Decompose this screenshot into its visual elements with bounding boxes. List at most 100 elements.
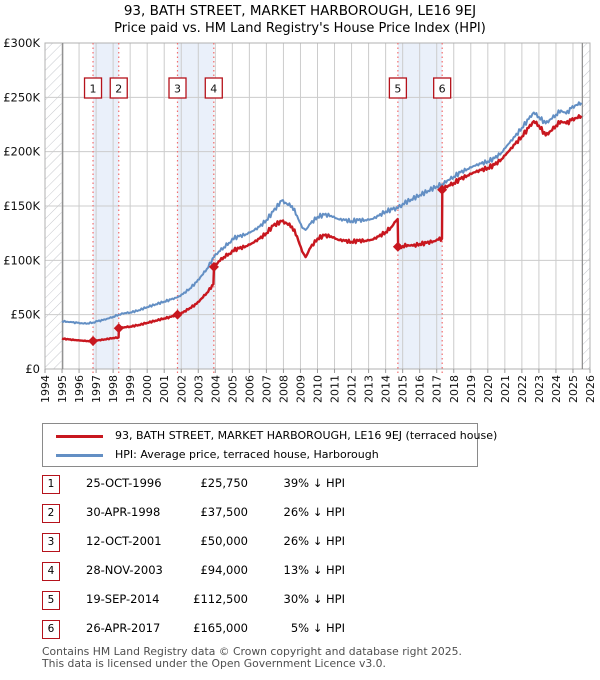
x-axis-year-label: 2000 — [141, 375, 154, 403]
sale-number-label-1: 1 — [90, 83, 97, 96]
sale-number-label-2: 2 — [115, 83, 122, 96]
y-axis-label: £50K — [11, 308, 41, 322]
transaction-date: 25-OCT-1996 — [86, 476, 162, 490]
x-axis-year-label: 2026 — [584, 375, 597, 403]
transaction-price: £25,750 — [200, 476, 248, 490]
legend-label-hpi: HPI: Average price, terraced house, Harb… — [115, 448, 379, 461]
transaction-hpi-delta: 26% ↓ HPI — [283, 534, 345, 548]
x-axis-year-label: 2014 — [380, 375, 393, 403]
transaction-hpi-delta: 30% ↓ HPI — [283, 592, 345, 606]
price-paid-line — [61, 114, 583, 343]
sale-marker-3 — [172, 309, 183, 320]
transaction-number-badge: 3 — [42, 533, 60, 552]
hpi-line — [61, 101, 583, 325]
x-axis-year-label: 2023 — [533, 375, 546, 403]
sale-number-label-6: 6 — [439, 83, 446, 96]
transaction-row-3: 3 12-OCT-2001 £50,000 26% ↓ HPI — [0, 530, 600, 559]
transaction-number-badge: 6 — [42, 620, 60, 639]
footer-licence: This data is licensed under the Open Gov… — [42, 657, 386, 670]
y-axis-label: £0 — [25, 362, 40, 376]
x-axis-year-label: 2010 — [312, 375, 325, 403]
sale-number-box-3 — [168, 77, 187, 99]
y-axis-label: £300K — [3, 36, 40, 50]
x-axis-year-label: 2018 — [448, 375, 461, 403]
x-axis-year-label: 2002 — [175, 375, 188, 403]
price-paid-line-swatch — [56, 435, 103, 438]
transaction-hpi-delta: 26% ↓ HPI — [283, 505, 345, 519]
sale-marker-6 — [437, 184, 448, 195]
transaction-row-4: 4 28-NOV-2003 £94,000 13% ↓ HPI — [0, 559, 600, 588]
x-axis-year-label: 2006 — [243, 375, 256, 403]
x-axis-year-label: 1995 — [56, 375, 69, 403]
transaction-number-badge: 4 — [42, 562, 60, 581]
x-axis-year-label: 2012 — [346, 375, 359, 403]
transaction-number-badge: 5 — [42, 591, 60, 610]
transaction-row-5: 5 19-SEP-2014 £112,500 30% ↓ HPI — [0, 588, 600, 617]
x-axis-year-label: 2025 — [567, 375, 580, 403]
x-axis-year-label: 1994 — [39, 375, 52, 403]
x-axis-year-label: 2008 — [277, 375, 290, 403]
x-axis-year-label: 2013 — [363, 375, 376, 403]
sale-number-label-3: 3 — [174, 83, 181, 96]
sale-number-label-4: 4 — [210, 83, 217, 96]
transaction-date: 19-SEP-2014 — [86, 592, 160, 606]
x-axis-year-label: 2015 — [397, 375, 410, 403]
x-axis-year-label: 2009 — [294, 375, 307, 403]
transaction-hpi-delta: 39% ↓ HPI — [283, 476, 345, 490]
page-title: 93, BATH STREET, MARKET HARBOROUGH, LE16… — [123, 3, 477, 19]
x-axis-year-label: 2001 — [158, 375, 171, 403]
sale-number-box-6 — [433, 77, 452, 99]
x-axis-year-label: 2003 — [192, 375, 205, 403]
x-axis-year-label: 2020 — [482, 375, 495, 403]
legend-label-price-paid: 93, BATH STREET, MARKET HARBOROUGH, LE16… — [115, 429, 498, 442]
x-axis-year-label: 1999 — [124, 375, 137, 403]
sale-marker-4 — [208, 261, 219, 272]
transaction-price: £94,000 — [200, 563, 248, 577]
x-axis-year-label: 1996 — [73, 375, 86, 403]
y-axis-label: £250K — [3, 90, 40, 104]
y-axis-label: £100K — [3, 253, 40, 267]
transaction-row-6: 6 26-APR-2017 £165,000 5% ↓ HPI — [0, 617, 600, 646]
transaction-price: £112,500 — [193, 592, 248, 606]
x-axis-year-label: 2004 — [209, 375, 222, 403]
sale-number-box-1 — [83, 77, 103, 99]
transaction-date: 12-OCT-2001 — [86, 534, 162, 548]
transaction-number-badge: 1 — [42, 475, 60, 494]
sale-marker-1 — [88, 336, 99, 347]
transaction-price: £165,000 — [193, 621, 248, 635]
x-axis-year-label: 1998 — [107, 375, 120, 403]
hpi-line-swatch — [56, 454, 103, 457]
transaction-date: 30-APR-1998 — [86, 505, 161, 519]
sale-number-box-4 — [204, 77, 223, 99]
x-axis-year-label: 2007 — [260, 375, 273, 403]
x-axis-year-label: 2024 — [550, 375, 563, 403]
legend-item-hpi: HPI: Average price, terraced house, Harb… — [43, 445, 477, 465]
x-axis-year-label: 2005 — [226, 375, 239, 403]
x-axis-year-label: 2011 — [329, 375, 342, 403]
transaction-price: £37,500 — [200, 505, 248, 519]
sale-number-box-5 — [388, 77, 408, 99]
sale-number-box-2 — [109, 77, 128, 99]
x-axis-year-label: 2022 — [516, 375, 529, 403]
transaction-row-1: 1 25-OCT-1996 £25,750 39% ↓ HPI — [0, 472, 600, 501]
transaction-date: 26-APR-2017 — [86, 621, 161, 635]
y-axis-label: £200K — [3, 145, 40, 159]
page-subtitle: Price paid vs. HM Land Registry's House … — [114, 21, 486, 36]
x-axis-year-label: 2016 — [414, 375, 427, 403]
sale-number-label-5: 5 — [394, 83, 401, 96]
transaction-number-badge: 2 — [42, 504, 60, 523]
transaction-date: 28-NOV-2003 — [86, 563, 163, 577]
chart-legend: 93, BATH STREET, MARKET HARBOROUGH, LE16… — [42, 423, 497, 467]
legend-item-price-paid: 93, BATH STREET, MARKET HARBOROUGH, LE16… — [43, 426, 497, 446]
x-axis-year-label: 2019 — [465, 375, 478, 403]
sale-marker-2 — [113, 323, 124, 334]
footer-copyright: Contains HM Land Registry data © Crown c… — [42, 645, 462, 658]
x-axis-year-label: 2021 — [499, 375, 512, 403]
transaction-price: £50,000 — [200, 534, 248, 548]
price-history-chart: 1 2 3 4 5 6 £0 £50K £100K £150K £200K £250K £300K 199… — [3, 36, 597, 403]
x-axis-year-label: 1997 — [90, 375, 103, 403]
x-axis-year-label: 2017 — [431, 375, 444, 403]
transaction-hpi-delta: 13% ↓ HPI — [283, 563, 345, 577]
transaction-hpi-delta: 5% ↓ HPI — [290, 621, 345, 635]
